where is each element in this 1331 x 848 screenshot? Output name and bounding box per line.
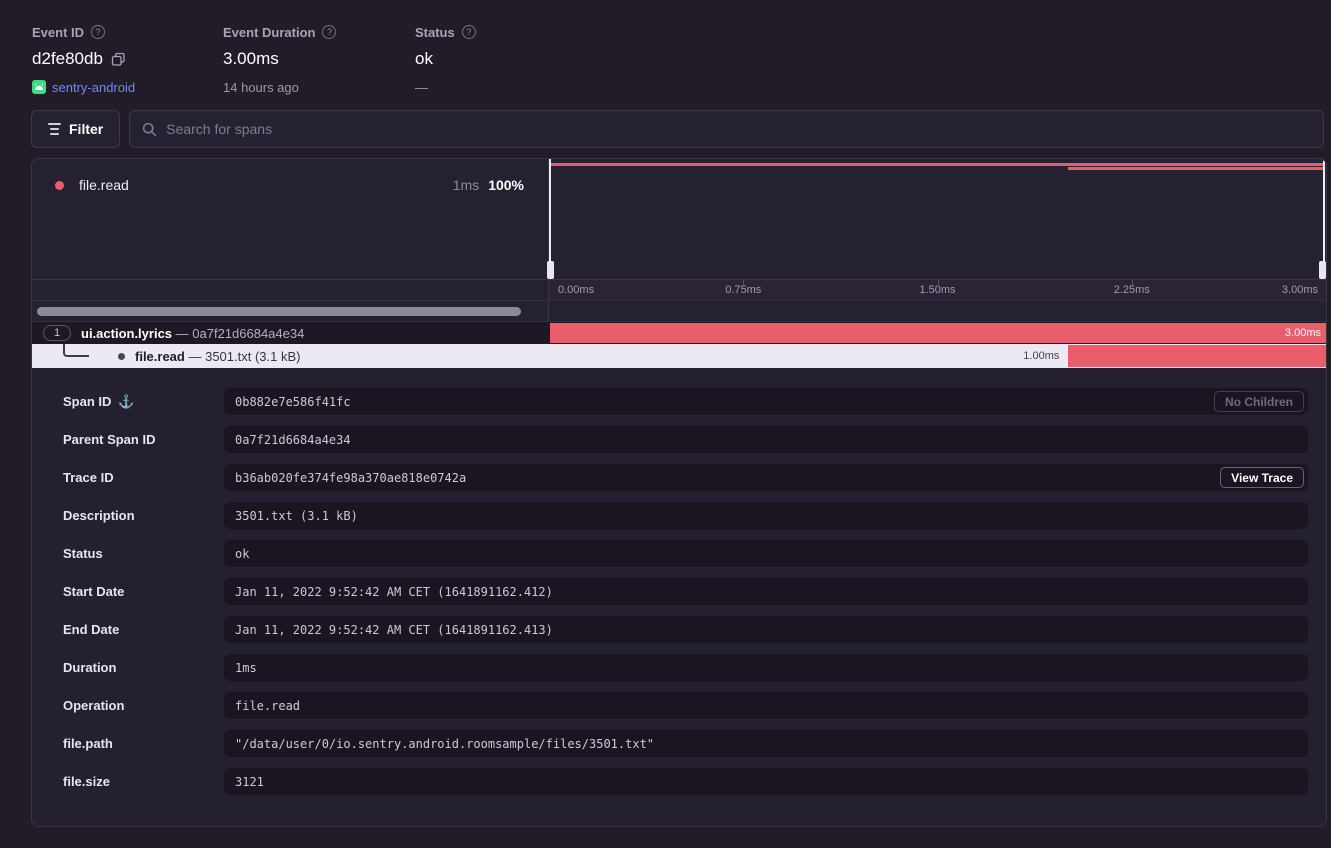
span-toolbar: Filter bbox=[31, 110, 1324, 148]
op-breakdown: file.read 1ms 100% bbox=[32, 159, 549, 279]
status-value: ok bbox=[415, 49, 433, 68]
span-description: — 3501.txt (3.1 kB) bbox=[184, 348, 301, 364]
android-platform-icon bbox=[32, 80, 46, 94]
help-icon[interactable]: ? bbox=[461, 25, 476, 39]
span-duration-label: 3.00ms bbox=[1284, 327, 1321, 339]
help-icon[interactable]: ? bbox=[322, 25, 337, 39]
viewport-handle-left[interactable] bbox=[547, 159, 554, 279]
axis-tick: 1.50ms bbox=[919, 284, 956, 296]
detail-value: b36ab020fe374fe98a370ae818e0742a bbox=[235, 470, 467, 485]
project-link[interactable]: sentry-android bbox=[52, 79, 136, 95]
detail-value: "/data/user/0/io.sentry.android.roomsamp… bbox=[235, 736, 655, 751]
filter-button-label: Filter bbox=[69, 121, 104, 137]
detail-row: Trace ID b36ab020fe374fe98a370ae818e0742… bbox=[48, 464, 1308, 491]
detail-value: 0b882e7e586f41fc bbox=[235, 394, 351, 409]
viewport-grip-right[interactable] bbox=[1319, 261, 1326, 279]
detail-label: file.size bbox=[63, 774, 110, 789]
axis-tick: 3.00ms bbox=[1281, 284, 1318, 296]
no-children-button[interactable]: No Children bbox=[1214, 391, 1304, 412]
copy-icon[interactable] bbox=[111, 52, 126, 67]
span-duration-bar[interactable] bbox=[1068, 345, 1326, 367]
span-duration-label: 1.00ms bbox=[1023, 350, 1060, 362]
axis-tick: 0.75ms bbox=[725, 284, 762, 296]
minimap-timeline[interactable] bbox=[547, 159, 1326, 279]
detail-row: Operation file.read bbox=[48, 692, 1308, 719]
horizontal-scrollbar[interactable] bbox=[37, 307, 521, 316]
event-duration-column: Event Duration ? 3.00ms 14 hours ago bbox=[223, 24, 415, 95]
detail-row: Span ID ⚓ 0b882e7e586f41fc No Children bbox=[48, 388, 1308, 415]
event-duration-label: Event Duration bbox=[223, 24, 316, 40]
detail-row: Description 3501.txt (3.1 kB) bbox=[48, 502, 1308, 529]
viewport-grip-left[interactable] bbox=[547, 261, 554, 279]
detail-row: Duration 1ms bbox=[48, 654, 1308, 681]
detail-value: Jan 11, 2022 9:52:42 AM CET (1641891162.… bbox=[235, 584, 553, 599]
trace-view: file.read 1ms 100% 0.00ms 0.75ms bbox=[31, 158, 1327, 827]
help-icon[interactable]: ? bbox=[91, 25, 106, 39]
filter-icon bbox=[48, 123, 61, 135]
minimap-span-bar bbox=[1068, 167, 1324, 170]
detail-row: file.path "/data/user/0/io.sentry.androi… bbox=[48, 730, 1308, 757]
time-axis: 0.00ms 0.75ms 1.50ms 2.25ms 3.00ms bbox=[32, 279, 1326, 300]
span-op: file.read bbox=[135, 348, 185, 364]
event-age: 14 hours ago bbox=[223, 79, 299, 95]
span-details: Span ID ⚓ 0b882e7e586f41fc No Children P… bbox=[32, 368, 1326, 826]
span-duration-bar[interactable]: 3.00ms bbox=[550, 323, 1326, 343]
detail-label: Status bbox=[63, 546, 103, 561]
status-column: Status ? ok — bbox=[415, 24, 476, 95]
op-color-dot bbox=[55, 180, 64, 190]
detail-label: Duration bbox=[63, 660, 117, 675]
tree-connector bbox=[63, 344, 125, 368]
detail-label: End Date bbox=[63, 622, 120, 637]
minimap: file.read 1ms 100% bbox=[32, 159, 1326, 279]
detail-label: Start Date bbox=[63, 584, 125, 599]
detail-row: Start Date Jan 11, 2022 9:52:42 AM CET (… bbox=[48, 578, 1308, 605]
detail-label: file.path bbox=[63, 736, 113, 751]
detail-value: 3121 bbox=[235, 774, 264, 789]
view-trace-button[interactable]: View Trace bbox=[1220, 467, 1304, 488]
detail-value: Jan 11, 2022 9:52:42 AM CET (1641891162.… bbox=[235, 622, 553, 637]
anchor-icon[interactable]: ⚓ bbox=[118, 393, 135, 409]
detail-value: 3501.txt (3.1 kB) bbox=[235, 508, 358, 523]
op-name: file.read bbox=[79, 177, 129, 193]
detail-row: End Date Jan 11, 2022 9:52:42 AM CET (16… bbox=[48, 616, 1308, 643]
detail-label: Trace ID bbox=[63, 470, 114, 485]
detail-label: Span ID bbox=[63, 394, 112, 409]
op-percent: 100% bbox=[488, 177, 524, 193]
span-search[interactable] bbox=[129, 110, 1324, 148]
detail-value: 1ms bbox=[235, 660, 257, 675]
span-op: ui.action.lyrics bbox=[81, 325, 173, 341]
detail-label: Description bbox=[63, 508, 135, 523]
search-icon bbox=[143, 122, 157, 136]
detail-row: file.size 3121 bbox=[48, 768, 1308, 795]
op-duration: 1ms bbox=[452, 177, 480, 193]
axis-tick: 2.25ms bbox=[1113, 284, 1150, 296]
scrollbar-row bbox=[32, 300, 1326, 321]
detail-value: 0a7f21d6684a4e34 bbox=[235, 432, 351, 447]
search-input[interactable] bbox=[166, 121, 1311, 137]
children-count-pill[interactable]: 1 bbox=[43, 325, 71, 341]
filter-button[interactable]: Filter bbox=[31, 110, 121, 148]
detail-value: file.read bbox=[235, 698, 301, 713]
event-duration-value: 3.00ms bbox=[223, 49, 279, 68]
detail-label: Parent Span ID bbox=[63, 432, 156, 447]
op-legend-row: file.read 1ms 100% bbox=[55, 177, 524, 193]
span-row-selected[interactable]: file.read — 3501.txt (3.1 kB) 1.00ms bbox=[32, 344, 1326, 368]
detail-value: ok bbox=[235, 546, 250, 561]
event-id-label: Event ID bbox=[32, 24, 85, 40]
event-header: Event ID ? d2fe80db sentry-android Event… bbox=[0, 0, 1331, 95]
event-id-value: d2fe80db bbox=[32, 49, 103, 68]
span-row-parent[interactable]: 1 ui.action.lyrics — 0a7f21d6684a4e34 3.… bbox=[32, 321, 1326, 344]
detail-row: Parent Span ID 0a7f21d6684a4e34 bbox=[48, 426, 1308, 453]
detail-label: Operation bbox=[63, 698, 125, 713]
time-axis-labels: 0.00ms 0.75ms 1.50ms 2.25ms 3.00ms bbox=[549, 280, 1326, 300]
axis-tick: 0.00ms bbox=[558, 284, 595, 296]
event-id-column: Event ID ? d2fe80db sentry-android bbox=[32, 24, 223, 95]
viewport-handle-right[interactable] bbox=[1319, 159, 1326, 279]
status-label: Status bbox=[415, 24, 455, 40]
span-description: — 0a7f21d6684a4e34 bbox=[172, 325, 305, 341]
status-sub: — bbox=[415, 79, 428, 95]
minimap-span-bar bbox=[549, 163, 1324, 166]
detail-row: Status ok bbox=[48, 540, 1308, 567]
